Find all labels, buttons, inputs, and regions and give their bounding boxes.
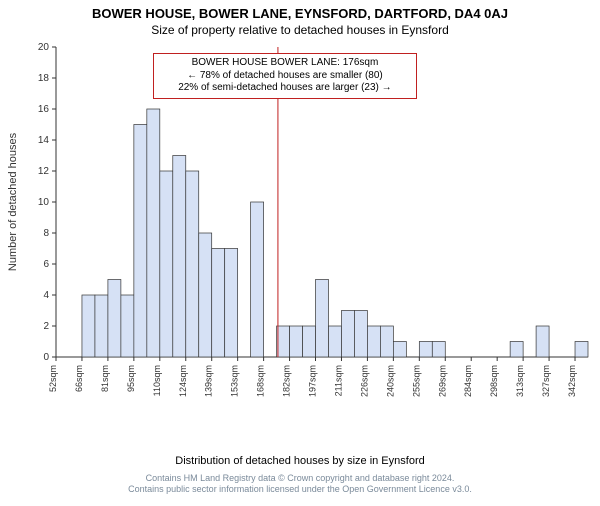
svg-text:12: 12 bbox=[38, 166, 50, 177]
svg-text:6: 6 bbox=[43, 259, 49, 270]
annotation-line2: ← 78% of detached houses are smaller (80… bbox=[160, 70, 410, 83]
x-tick-label: 327sqm bbox=[541, 365, 551, 397]
x-tick-label: 342sqm bbox=[567, 365, 577, 397]
svg-text:0: 0 bbox=[43, 352, 49, 363]
svg-text:20: 20 bbox=[38, 42, 50, 53]
x-tick-label: 197sqm bbox=[308, 365, 318, 397]
x-tick-label: 110sqm bbox=[152, 365, 162, 396]
svg-text:4: 4 bbox=[43, 290, 49, 301]
svg-text:Number of detached houses: Number of detached houses bbox=[7, 132, 19, 271]
annotation-line3: 22% of semi-detached houses are larger (… bbox=[160, 82, 410, 95]
x-tick-label: 66sqm bbox=[74, 365, 84, 392]
x-tick-label: 153sqm bbox=[230, 365, 240, 397]
svg-text:18: 18 bbox=[38, 73, 50, 84]
svg-text:16: 16 bbox=[38, 104, 50, 115]
x-tick-label: 240sqm bbox=[385, 365, 395, 397]
x-tick-label: 298sqm bbox=[489, 365, 499, 397]
svg-text:8: 8 bbox=[43, 228, 49, 239]
x-tick-label: 226sqm bbox=[359, 365, 369, 397]
footer-line1: Contains HM Land Registry data © Crown c… bbox=[0, 473, 600, 484]
x-tick-label: 52sqm bbox=[48, 365, 58, 392]
x-tick-label: 168sqm bbox=[256, 365, 266, 397]
page-title: BOWER HOUSE, BOWER LANE, EYNSFORD, DARTF… bbox=[0, 6, 600, 21]
x-tick-label: 313sqm bbox=[515, 365, 525, 397]
annotation-line1: BOWER HOUSE BOWER LANE: 176sqm bbox=[160, 57, 410, 70]
footer-attribution: Contains HM Land Registry data © Crown c… bbox=[0, 473, 600, 496]
svg-text:2: 2 bbox=[43, 321, 49, 332]
x-tick-label: 255sqm bbox=[411, 365, 421, 397]
x-tick-label: 284sqm bbox=[463, 365, 473, 397]
x-tick-label: 182sqm bbox=[282, 365, 292, 397]
page-subtitle: Size of property relative to detached ho… bbox=[0, 23, 600, 37]
chart-container: 0 2 4 6 8 10 12 14 16 18 20 52sqm 66sqm 81sqm 95sqm 110… bbox=[0, 37, 600, 457]
x-tick-label: 211sqm bbox=[333, 365, 343, 396]
svg-text:10: 10 bbox=[38, 197, 50, 208]
svg-text:14: 14 bbox=[38, 135, 50, 146]
footer-line2: Contains public sector information licen… bbox=[0, 484, 600, 495]
x-tick-label: 81sqm bbox=[100, 365, 110, 392]
annotation-box: BOWER HOUSE BOWER LANE: 176sqm ← 78% of … bbox=[153, 53, 417, 99]
x-tick-label: 139sqm bbox=[204, 365, 214, 397]
x-tick-label: 124sqm bbox=[178, 365, 188, 397]
x-tick-label: 269sqm bbox=[437, 365, 447, 397]
x-tick-label: 95sqm bbox=[126, 365, 136, 392]
